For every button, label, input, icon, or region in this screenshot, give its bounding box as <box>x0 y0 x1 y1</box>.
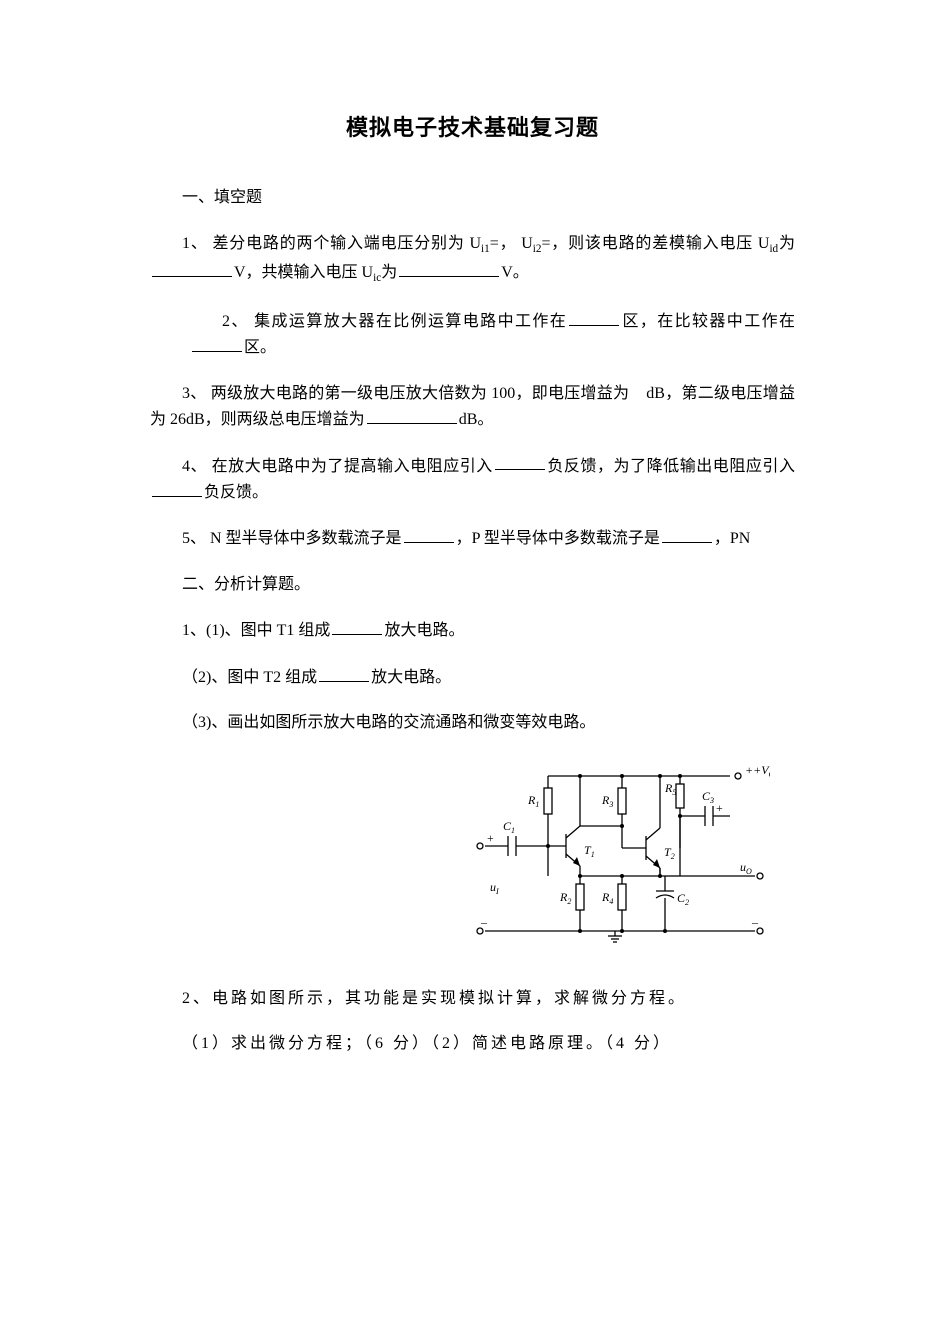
svg-text:++VCC: ++VCC <box>745 763 770 779</box>
q3-text-b: dB。 <box>459 411 494 428</box>
q1: 1、 差分电路的两个输入端电压分别为 Ui1=， Ui2=，则该电路的差模输入电… <box>150 231 795 288</box>
svg-text:R2: R2 <box>559 890 571 906</box>
svg-text:C1: C1 <box>503 819 515 835</box>
doc-title: 模拟电子技术基础复习题 <box>150 110 795 145</box>
blank <box>192 334 242 352</box>
svg-text:C2: C2 <box>677 891 689 907</box>
blank <box>404 525 454 543</box>
blank <box>152 479 202 497</box>
svg-text:R1: R1 <box>527 793 539 809</box>
svg-text:uO: uO <box>740 860 752 876</box>
blank <box>662 525 712 543</box>
q211-a: 1、(1)、图中 T1 组成 <box>182 622 330 639</box>
q2-text-a: 2、 集成运算放大器在比例运算电路中工作在 <box>222 313 567 330</box>
q2-1-3: （3)、画出如图所示放大电路的交流通路和微变等效电路。 <box>150 710 795 736</box>
q211-b: 放大电路。 <box>384 622 464 639</box>
q5: 5、 N 型半导体中多数载流子是 ，P 型半导体中多数载流子是 ，PN <box>150 525 795 551</box>
q5-text-a: 5、 N 型半导体中多数载流子是 <box>182 530 402 547</box>
q1-text-g: V。 <box>501 264 529 281</box>
q2-2a: 2、电路如图所示，其功能是实现模拟计算，求解微分方程。 <box>150 986 795 1012</box>
q2-text-b: 区，在比较器中工作在 <box>621 313 795 330</box>
svg-text:R5: R5 <box>664 781 676 797</box>
circuit-svg: ++VCC R1 R3 R5 <box>470 756 770 956</box>
page: 模拟电子技术基础复习题 一、填空题 1、 差分电路的两个输入端电压分别为 Ui1… <box>0 0 945 1277</box>
q5-text-b: ，P 型半导体中多数载流子是 <box>456 530 660 547</box>
q1-text-c: =，则该电路的差模输入电压 U <box>541 235 769 252</box>
sub-ic: ic <box>373 272 381 284</box>
section-1-heading: 一、填空题 <box>150 185 795 211</box>
svg-text:R3: R3 <box>601 793 613 809</box>
q2-1-1: 1、(1)、图中 T1 组成 放大电路。 <box>150 617 795 643</box>
sub-id: id <box>769 243 778 255</box>
q2-2b: （1）求出微分方程；（6 分）（2）简述电路原理。（4 分） <box>150 1031 795 1057</box>
section-2-heading: 二、分析计算题。 <box>150 572 795 598</box>
blank <box>399 259 499 277</box>
blank <box>319 664 369 682</box>
q1-text-d: 为 <box>778 235 795 252</box>
circuit-diagram: ++VCC R1 R3 R5 <box>150 756 795 956</box>
q1-text-e: V，共模输入电压 U <box>234 264 373 281</box>
q2-1-2: （2)、图中 T2 组成 放大电路。 <box>150 664 795 690</box>
q1-text-f: 为 <box>381 264 397 281</box>
svg-text:uI: uI <box>490 880 499 896</box>
svg-text:R4: R4 <box>601 890 613 906</box>
blank <box>569 308 619 326</box>
q1-text-b: =， U <box>490 235 533 252</box>
blank <box>152 259 232 277</box>
q4-text-b: 负反馈，为了降低输出电阻应引入 <box>547 457 795 474</box>
q2-text-c: 区。 <box>244 339 276 356</box>
q1-text-a: 1、 差分电路的两个输入端电压分别为 U <box>182 235 481 252</box>
q4-text-a: 4、 在放大电路中为了提高输入电阻应引入 <box>182 457 493 474</box>
q2: 2、 集成运算放大器在比例运算电路中工作在 区，在比较器中工作在区。 <box>150 308 795 361</box>
svg-text:T2: T2 <box>664 845 675 861</box>
q4-text-c: 负反馈。 <box>204 484 268 501</box>
blank <box>332 617 382 635</box>
svg-text:–: – <box>480 915 488 929</box>
q5-text-c: ，PN <box>714 530 750 547</box>
q212-b: 放大电路。 <box>371 669 451 686</box>
blank <box>495 453 545 471</box>
q3: 3、 两级放大电路的第一级电压放大倍数为 100，即电压增益为 dB，第二级电压… <box>150 381 795 433</box>
svg-text:+: + <box>487 831 494 845</box>
svg-text:–: – <box>751 915 759 929</box>
sub-i1: i1 <box>481 243 490 255</box>
q4: 4、 在放大电路中为了提高输入电阻应引入 负反馈，为了降低输出电阻应引入负反馈。 <box>150 453 795 506</box>
svg-text:C3: C3 <box>702 789 714 805</box>
q212-a: （2)、图中 T2 组成 <box>182 669 317 686</box>
blank <box>367 406 457 424</box>
svg-text:+: + <box>716 801 723 815</box>
svg-text:T1: T1 <box>584 843 595 859</box>
